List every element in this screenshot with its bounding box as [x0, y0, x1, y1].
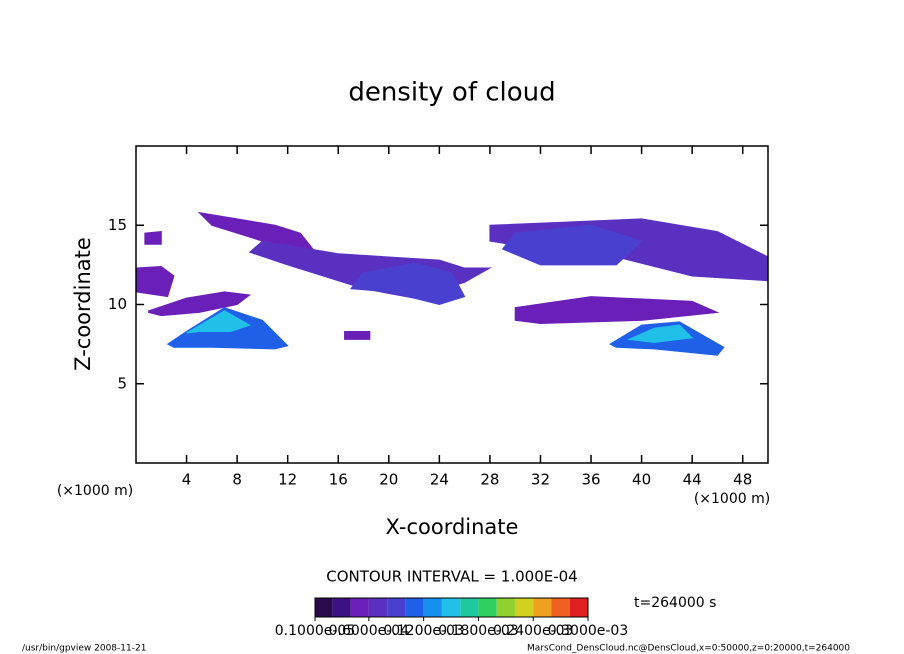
colorbar-box	[496, 598, 515, 617]
x-tick-label: 20	[379, 471, 398, 489]
x-axis-label: X-coordinate	[386, 515, 519, 539]
footer-right: MarsCond_DensCloud.nc@DensCloud,x=0:5000…	[527, 644, 850, 654]
colorbar-box	[478, 598, 497, 617]
time-label: t=264000 s	[634, 595, 716, 611]
x-tick-label: 16	[329, 471, 348, 489]
colorbar-box	[533, 598, 552, 617]
x-tick-label: 36	[581, 471, 600, 489]
colorbar-box	[551, 598, 570, 617]
colorbar-label: 0.3000e-03	[548, 623, 628, 639]
colorbar-box	[441, 598, 461, 617]
colorbar-label: 0.1200e-03	[383, 623, 463, 639]
colorbar-label: 0.2400e-03	[493, 623, 573, 639]
cloud-region	[148, 291, 252, 317]
colorbar-label: 0.1800e-03	[438, 623, 518, 639]
x-tick-label: 32	[531, 471, 550, 489]
y-tick-label: 10	[108, 295, 127, 313]
colorbar-box	[405, 598, 424, 617]
cloud-region	[501, 224, 643, 266]
colorbar-box	[569, 598, 588, 617]
x-tick-label: 24	[430, 471, 449, 489]
cloud-region	[349, 262, 466, 306]
y-tick-label: 15	[108, 216, 127, 234]
plot-area	[136, 211, 768, 356]
cloud-region	[514, 296, 720, 325]
x-tick-label: 48	[733, 471, 752, 489]
x-tick-label: 12	[278, 471, 297, 489]
y-tick-label: 5	[117, 374, 127, 392]
colorbar-box	[315, 598, 333, 617]
cloud-region	[186, 310, 251, 334]
x-unit: (×1000 m)	[694, 491, 770, 507]
cloud-region	[144, 231, 162, 245]
colorbar-box	[368, 598, 388, 617]
cloud-region	[197, 211, 315, 250]
cloud-region	[344, 330, 371, 340]
x-tick-label: 28	[480, 471, 499, 489]
x-tick-label: 40	[632, 471, 651, 489]
chart-title: density of cloud	[348, 78, 555, 108]
colorbar-frame	[314, 597, 589, 618]
colorbar-box	[387, 598, 406, 617]
x-tick-label: 4	[182, 471, 192, 489]
colorbar-box	[332, 598, 351, 617]
y-unit: (×1000 m)	[57, 483, 133, 499]
colorbar-label: 0.1000e-05	[275, 623, 355, 639]
y-axis-label: Z-coordinate	[71, 237, 95, 371]
cloud-region	[136, 265, 175, 298]
cloud-region	[627, 324, 694, 344]
colorbar-box	[423, 598, 442, 617]
contour-interval: CONTOUR INTERVAL = 1.000E-04	[326, 568, 577, 586]
x-tick-label: 8	[232, 471, 242, 489]
x-tick-label: 44	[683, 471, 702, 489]
colorbar-label: 0.6000e-04	[329, 623, 410, 639]
footer-left: /usr/bin/gpview 2008-11-21	[22, 644, 146, 654]
contour-fill	[136, 211, 768, 356]
colorbar-box	[514, 598, 534, 617]
colorbar-box	[460, 598, 479, 617]
colorbar-box	[350, 598, 369, 617]
